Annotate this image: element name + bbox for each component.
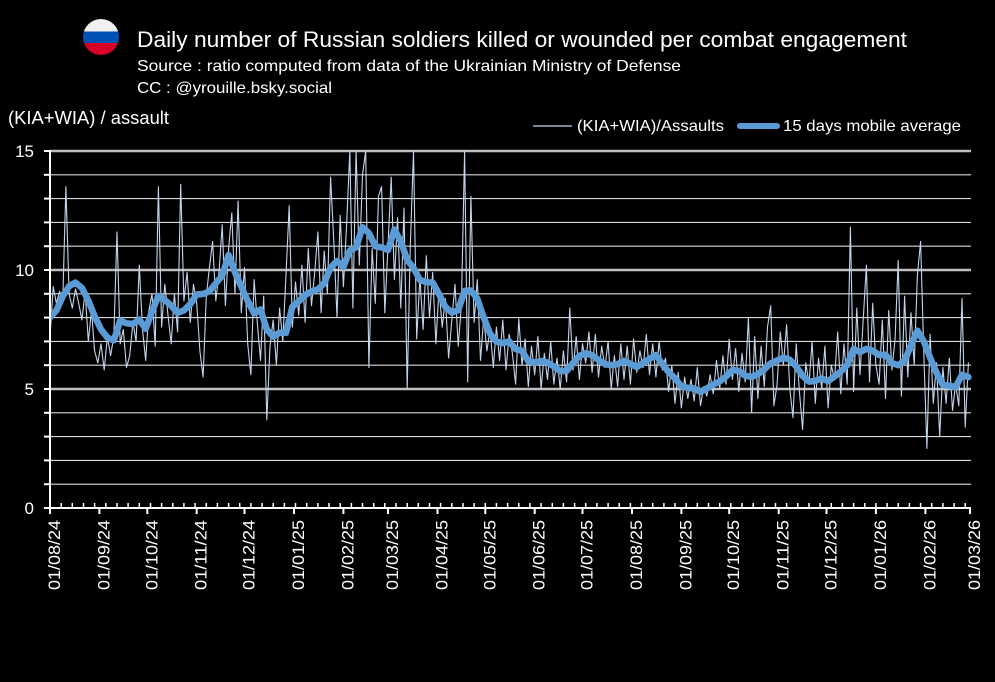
x-tick-label: 01/02/25 [338, 520, 357, 590]
legend: (KIA+WIA)/Assaults 15 days mobile averag… [533, 118, 961, 135]
x-tick-label: 01/06/25 [530, 520, 549, 590]
chart-source: Source : ratio computed from data of the… [137, 58, 681, 75]
x-tick-label: 01/01/25 [289, 520, 308, 590]
moving-average-line [50, 223, 972, 396]
chart-credit: CC : @yrouille.bsky.social [137, 80, 332, 97]
x-tick-label: 01/10/24 [142, 520, 161, 590]
gridlines [50, 149, 971, 485]
y-tick-label: 10 [15, 261, 34, 280]
x-tick-label: 01/09/25 [676, 520, 695, 590]
legend-label-moving-average: 15 days mobile average [783, 118, 961, 135]
legend-label-daily-ratio: (KIA+WIA)/Assaults [577, 118, 724, 135]
x-tick-label: 01/04/25 [433, 520, 452, 590]
x-tick-label: 01/12/24 [240, 520, 259, 590]
flag-stripe-white [83, 19, 119, 32]
x-tick-labels: 01/08/24 01/09/24 01/10/24 01/11/24 01/12/24… [45, 520, 984, 590]
x-tick-label: 01/03/26 [965, 520, 984, 590]
flag-stripe-blue [83, 31, 119, 43]
russia-flag-icon [83, 19, 119, 55]
y-tick-label: 0 [25, 499, 34, 518]
x-tick-label: 01/11/25 [774, 520, 793, 590]
daily-ratio-line [50, 150, 969, 450]
x-tick-label: 01/08/24 [45, 520, 64, 590]
x-tick-label: 01/02/26 [920, 520, 939, 590]
plot-area [50, 150, 972, 450]
x-tick-label: 01/09/24 [94, 520, 113, 590]
y-axis-title: (KIA+WIA) / assault [8, 108, 169, 128]
axes [44, 150, 971, 514]
chart-title: Daily number of Russian soldiers killed … [137, 27, 907, 52]
y-tick-label: 15 [15, 142, 34, 161]
x-tick-label: 01/11/24 [192, 520, 211, 590]
x-tick-label: 01/03/25 [383, 520, 402, 590]
x-tick-label: 01/07/25 [578, 520, 597, 590]
y-tick-labels: 0 5 10 15 [15, 142, 34, 518]
x-tick-label: 01/08/25 [627, 520, 646, 590]
flag-stripe-red [83, 43, 119, 55]
y-tick-label: 5 [25, 380, 34, 399]
x-tick-label: 01/10/25 [724, 520, 743, 590]
x-tick-label: 01/01/26 [871, 520, 890, 590]
x-tick-label: 01/12/25 [822, 520, 841, 590]
x-tick-label: 01/05/25 [480, 520, 499, 590]
